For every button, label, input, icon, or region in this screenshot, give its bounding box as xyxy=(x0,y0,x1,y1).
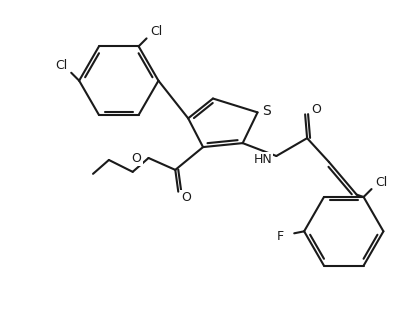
Text: Cl: Cl xyxy=(375,176,388,189)
Text: Cl: Cl xyxy=(150,25,163,38)
Text: Cl: Cl xyxy=(55,59,68,72)
Text: O: O xyxy=(181,191,191,204)
Text: S: S xyxy=(262,105,271,118)
Text: F: F xyxy=(277,230,284,243)
Text: O: O xyxy=(311,103,321,116)
Text: HN: HN xyxy=(254,154,272,167)
Text: O: O xyxy=(132,153,142,165)
